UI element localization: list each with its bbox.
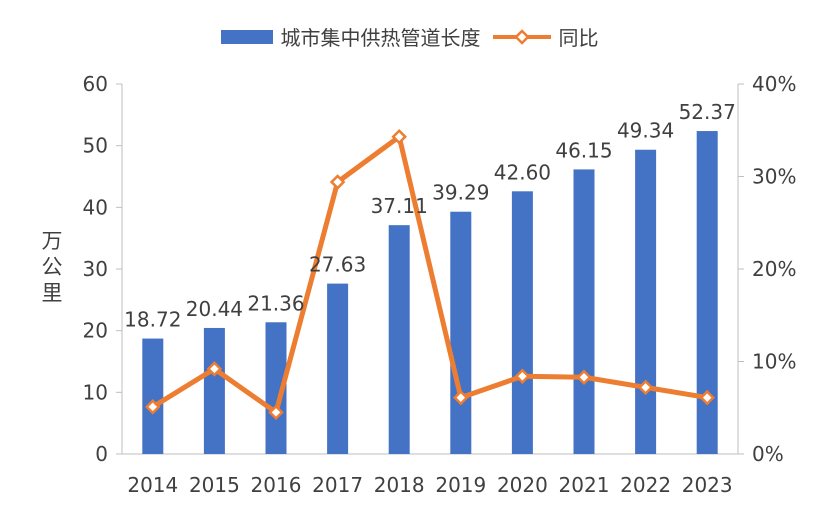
x-tick-label: 2018 [374, 473, 425, 497]
line-marker-2018[interactable] [391, 128, 407, 145]
y-tick-label: 10 [83, 380, 108, 404]
y-tick-label: 20 [83, 319, 108, 343]
x-tick-label: 2017 [312, 473, 363, 497]
bar-2015[interactable] [203, 327, 225, 454]
y-tick-label: 40 [83, 195, 108, 219]
bar-data-label: 39.29 [432, 181, 489, 205]
y2-tick-label: 30% [752, 165, 796, 189]
y-tick-label: 50 [83, 134, 108, 158]
line-marker-2019[interactable] [453, 389, 469, 406]
y-axis-label: 万公里 [41, 229, 63, 305]
line-marker-2017[interactable] [329, 174, 346, 190]
bar-data-label: 49.34 [617, 119, 674, 143]
x-tick-label: 2019 [435, 473, 486, 497]
y2-tick-label: 20% [752, 257, 796, 281]
line-marker-2021[interactable] [576, 369, 592, 385]
bar-2016[interactable] [265, 322, 287, 454]
x-tick-label: 2022 [620, 473, 671, 497]
legend-item-bar[interactable]: 城市集中供热管道长度 [220, 22, 481, 51]
legend-bar-label: 城市集中供热管道长度 [280, 26, 481, 50]
line-marker-2014[interactable] [145, 399, 161, 415]
bar-data-label: 27.63 [309, 253, 366, 277]
bar-data-label: 18.72 [124, 308, 181, 332]
x-tick-label: 2014 [127, 473, 178, 497]
bar-2019[interactable] [450, 211, 472, 454]
bar-2023[interactable] [696, 131, 718, 454]
x-tick-label: 2023 [682, 473, 733, 497]
bar-2022[interactable] [635, 149, 657, 454]
bar-2017[interactable] [327, 283, 349, 454]
line-series-yoy [150, 134, 710, 415]
y-tick-label: 60 [83, 72, 108, 96]
line-marker-2020[interactable] [514, 368, 531, 385]
bar-data-label: 46.15 [555, 138, 612, 162]
bar-2018[interactable] [388, 225, 410, 454]
legend-line-swatch-icon [492, 28, 551, 45]
line-marker-2016[interactable] [268, 404, 284, 421]
legend-bar-swatch-icon [220, 29, 273, 44]
x-tick-label: 2016 [251, 473, 302, 497]
x-tick-label: 2020 [497, 473, 548, 497]
y2-tick-label: 40% [752, 72, 796, 96]
line-marker-2015[interactable] [206, 361, 223, 377]
line-marker-2023[interactable] [699, 389, 715, 406]
bar-data-label: 20.44 [186, 297, 243, 321]
bar-2014[interactable] [142, 338, 164, 454]
line-marker-2022[interactable] [637, 379, 654, 396]
legend-line-label: 同比 [558, 26, 599, 50]
bar-data-label: 37.11 [371, 194, 428, 218]
x-tick-label: 2015 [189, 473, 240, 497]
y2-tick-label: 10% [752, 350, 796, 374]
legend-item-line[interactable]: 同比 [492, 22, 599, 51]
bar-data-label: 52.37 [679, 100, 736, 124]
bar-2020[interactable] [511, 191, 533, 455]
legend: 城市集中供热管道长度 同比 [0, 22, 819, 51]
bar-data-label: 21.36 [247, 291, 304, 315]
x-tick-label: 2021 [559, 473, 610, 497]
y2-tick-label: 0% [752, 442, 784, 466]
y-tick-label: 0 [95, 442, 108, 466]
y-tick-label: 30 [83, 257, 108, 281]
bar-data-label: 42.60 [494, 160, 551, 184]
bar-2021[interactable] [573, 169, 595, 455]
